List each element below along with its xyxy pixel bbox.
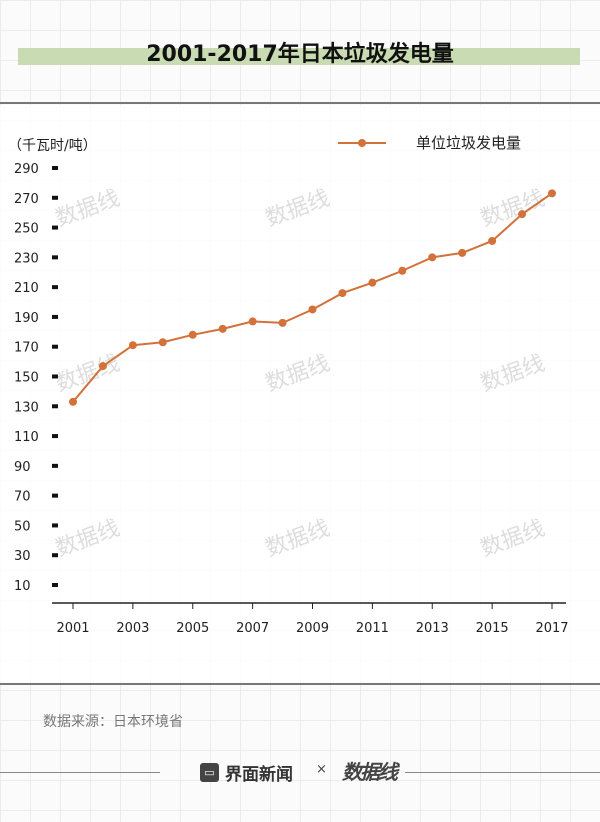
- x-tick-label: 2005: [176, 621, 209, 636]
- data-source: 数据来源：日本环境省: [43, 714, 183, 730]
- y-tick-mark: [52, 225, 58, 230]
- y-axis-unit: （千瓦时/吨）: [8, 138, 97, 154]
- y-tick-mark: [52, 285, 58, 290]
- y-tick-label: 290: [14, 162, 39, 177]
- data-point: [69, 397, 77, 406]
- chart-background: [0, 105, 600, 682]
- y-tick-mark: [52, 195, 58, 200]
- watermark: 数据线: [52, 186, 123, 232]
- legend-label: 单位垃圾发电量: [416, 134, 521, 152]
- y-tick-label: 250: [14, 222, 39, 237]
- data-point: [278, 318, 287, 327]
- x-tick-label: 2017: [535, 621, 568, 636]
- data-point: [428, 253, 437, 262]
- y-tick-label: 10: [14, 579, 31, 594]
- watermark: 数据线: [262, 351, 333, 397]
- x-tick-label: 2001: [56, 621, 89, 636]
- y-tick-mark: [52, 404, 58, 409]
- data-point: [398, 266, 407, 275]
- top-divider: [0, 102, 600, 104]
- y-tick-label: 150: [14, 371, 39, 386]
- x-tick-label: 2013: [416, 621, 449, 636]
- y-tick-mark: [52, 344, 58, 349]
- y-tick-mark: [52, 553, 58, 558]
- data-point: [248, 317, 257, 326]
- y-tick-label: 230: [14, 251, 39, 266]
- bottom-divider: [0, 683, 600, 685]
- y-tick-mark: [52, 314, 58, 319]
- y-tick-mark: [52, 166, 58, 170]
- y-tick-label: 190: [14, 311, 39, 326]
- page-title: 2001-2017年日本垃圾发电量: [146, 42, 454, 67]
- brand-name: 界面新闻: [225, 765, 293, 785]
- y-tick-label: 90: [14, 460, 31, 475]
- y-tick-mark: [52, 255, 58, 260]
- brand-logo: ▭ 界面新闻: [200, 760, 293, 785]
- data-point: [188, 330, 197, 339]
- y-tick-mark: [52, 434, 58, 439]
- footer-line-right: [405, 772, 600, 773]
- y-tick-mark: [52, 463, 58, 468]
- data-point: [338, 289, 347, 298]
- y-tick-mark: [52, 493, 58, 498]
- legend-marker: [358, 139, 366, 147]
- y-tick-mark: [52, 523, 58, 528]
- watermark: 数据线: [477, 351, 548, 397]
- data-point: [548, 189, 556, 198]
- data-point: [218, 324, 227, 333]
- y-tick-label: 50: [14, 519, 31, 534]
- data-point: [488, 236, 497, 245]
- y-tick-mark: [52, 583, 58, 587]
- x-tick-label: 2003: [116, 621, 149, 636]
- data-point: [518, 210, 527, 219]
- data-point: [458, 248, 467, 257]
- x-tick-label: 2009: [296, 621, 329, 636]
- x-tick-label: 2015: [476, 621, 509, 636]
- y-tick-mark: [52, 374, 58, 379]
- x-tick-label: 2007: [236, 621, 269, 636]
- footer: ▭ 界面新闻 × 数据线: [0, 760, 600, 785]
- data-point: [98, 362, 107, 371]
- y-tick-label: 270: [14, 192, 39, 207]
- data-point: [308, 305, 317, 314]
- footer-line-left: [0, 772, 160, 773]
- y-tick-label: 130: [14, 400, 39, 415]
- watermark: 数据线: [477, 186, 548, 232]
- title-highlight: [18, 48, 580, 65]
- y-tick-label: 170: [14, 341, 39, 356]
- watermark: 数据线: [262, 516, 333, 562]
- partner-logo: 数据线: [342, 760, 398, 784]
- data-point: [368, 278, 377, 287]
- watermark: 数据线: [52, 351, 123, 397]
- watermark: 数据线: [262, 186, 333, 232]
- separator: ×: [316, 762, 327, 777]
- x-tick-label: 2011: [356, 621, 389, 636]
- y-tick-label: 30: [14, 549, 31, 564]
- y-tick-label: 110: [14, 430, 39, 445]
- brand-icon: ▭: [200, 763, 219, 782]
- y-tick-label: 210: [14, 281, 39, 296]
- watermark: 数据线: [477, 516, 548, 562]
- y-tick-label: 70: [14, 490, 31, 505]
- data-point: [158, 338, 167, 347]
- data-point: [128, 341, 137, 350]
- watermark: 数据线: [52, 516, 123, 562]
